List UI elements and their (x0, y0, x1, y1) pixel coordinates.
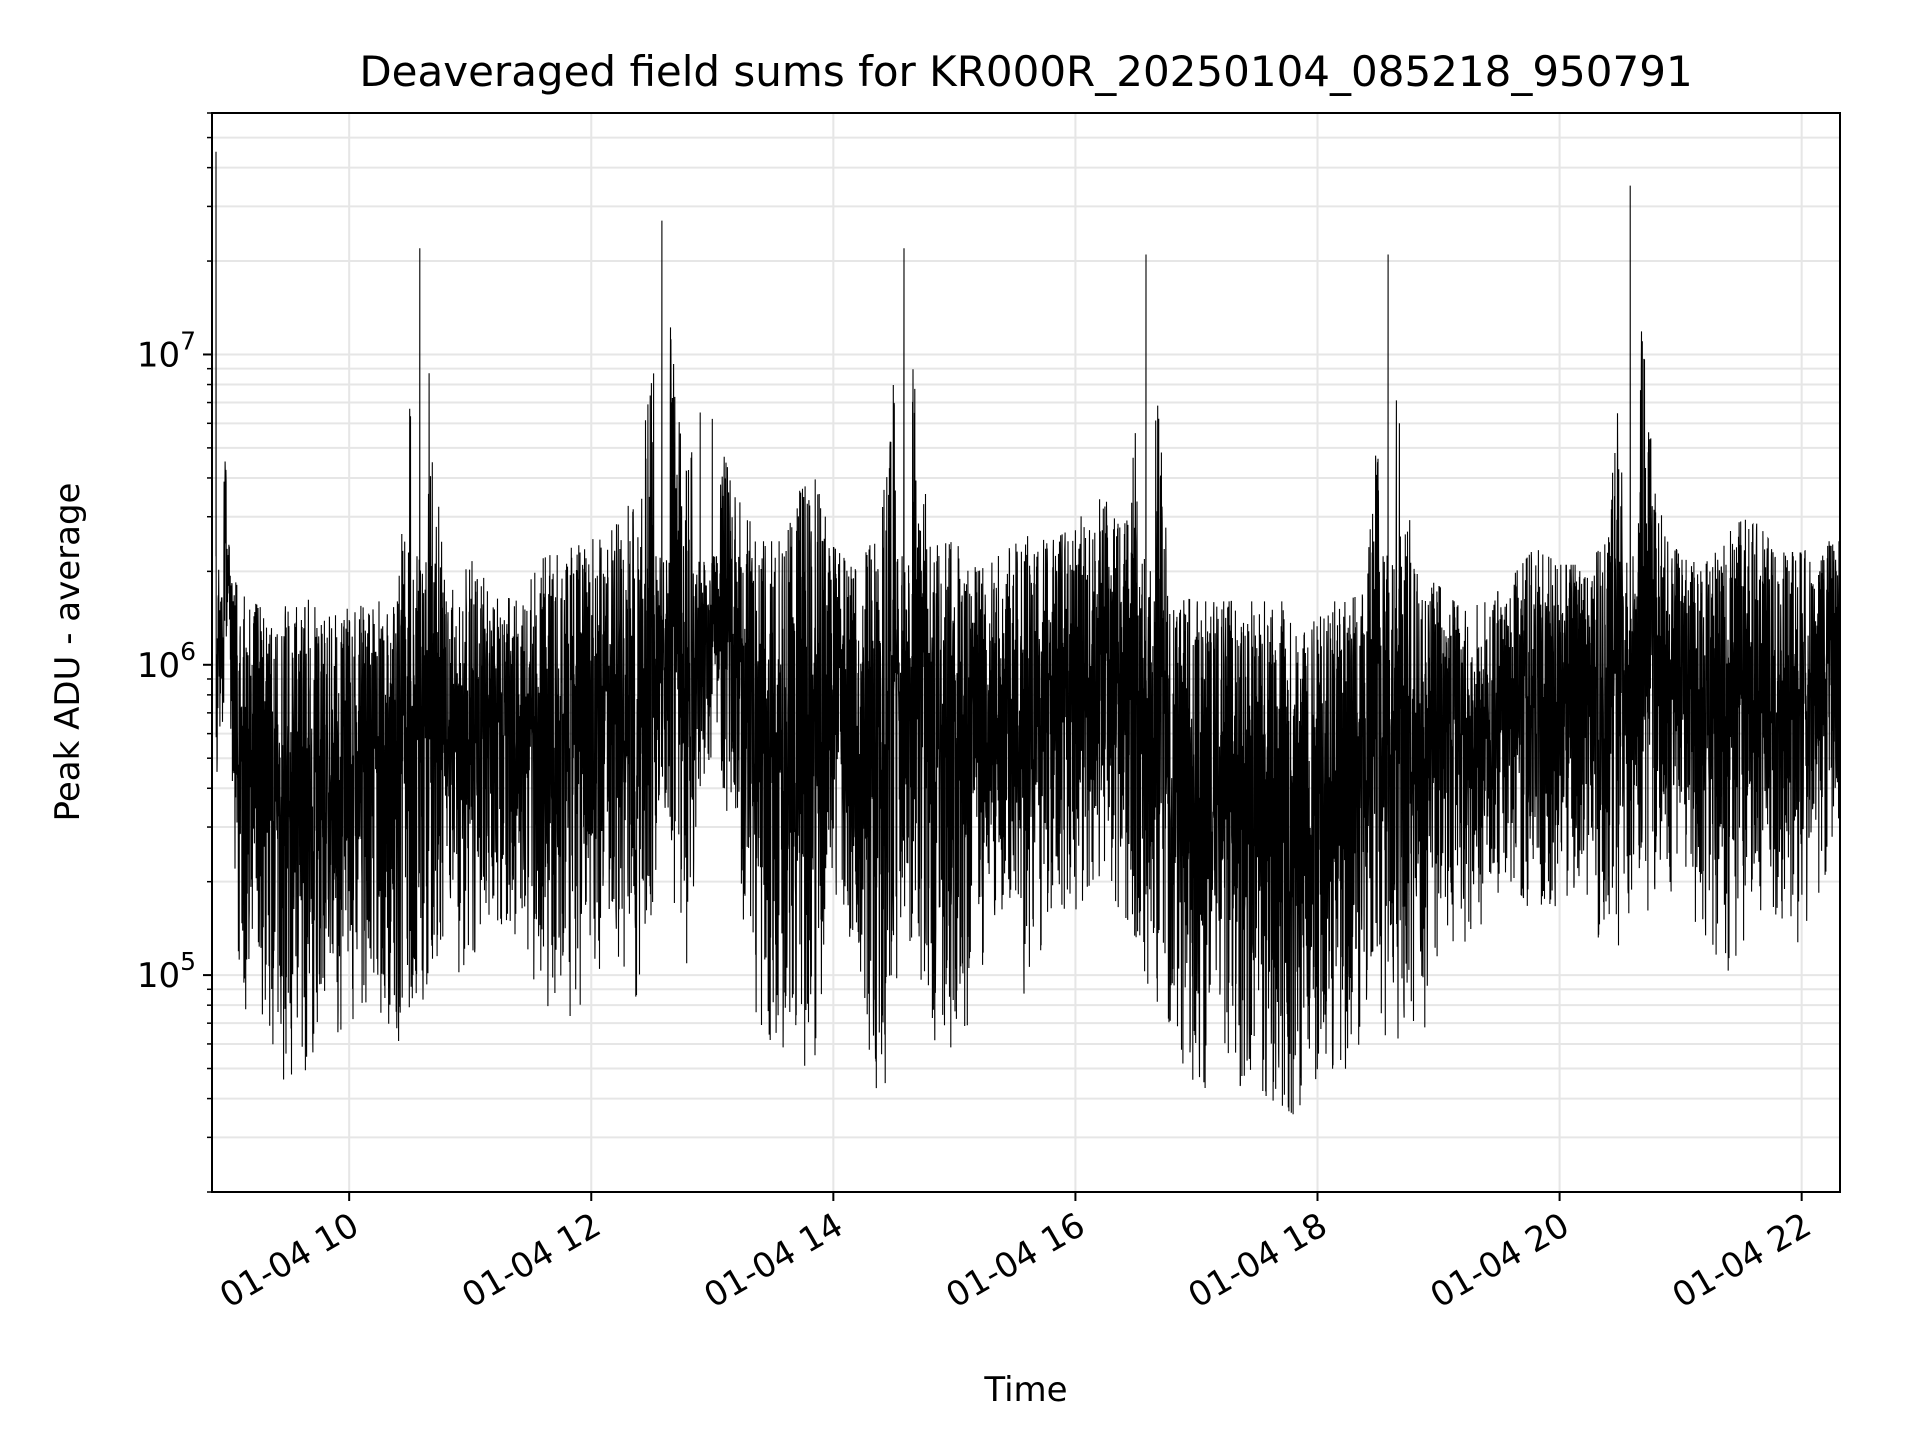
plot-frame (211, 112, 1841, 1193)
data-series (215, 151, 1841, 1115)
y-tick-label: 106 (137, 637, 196, 686)
chart-title: Deaveraged field sums for KR000R_2025010… (359, 47, 1692, 96)
y-axis: 105 106 107 (137, 112, 212, 1193)
y-tick-label: 107 (137, 326, 196, 375)
series-line (215, 151, 1841, 1115)
y-axis-label: Peak ADU - average (48, 483, 88, 822)
x-axis-label: Time (983, 1370, 1067, 1410)
y-tick-label: 105 (137, 947, 196, 996)
